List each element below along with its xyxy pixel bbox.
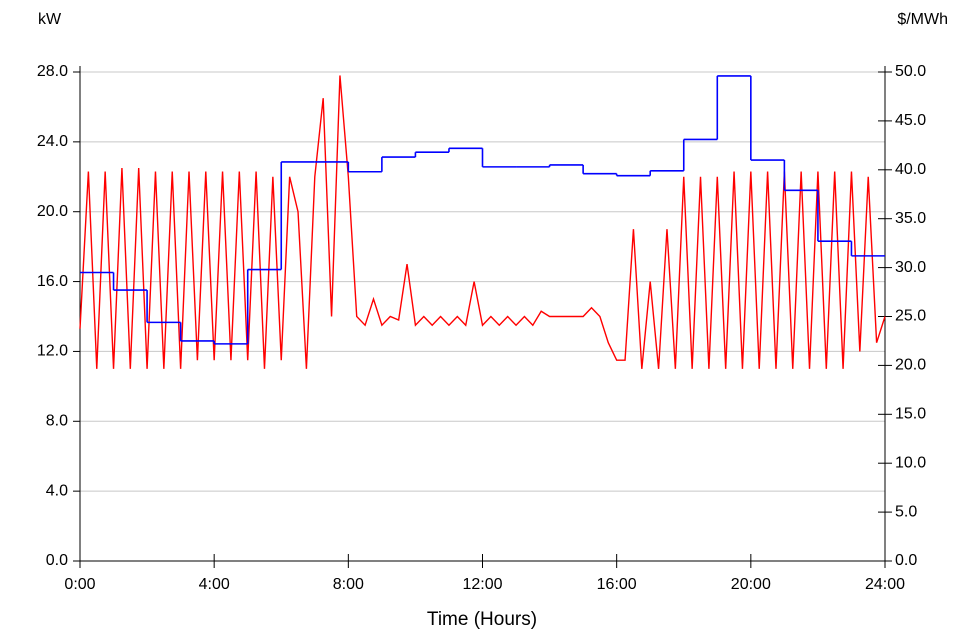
x-tick-label: 12:00 <box>462 576 502 593</box>
x-axis-label: Time (Hours) <box>427 609 537 630</box>
y-tick-label: 0.0 <box>46 552 68 569</box>
y-tick-label: 8.0 <box>46 413 68 430</box>
y-tick-label: 4.0 <box>46 482 68 499</box>
y2-tick-label: 20.0 <box>895 357 926 374</box>
y2-tick-label: 25.0 <box>895 308 926 325</box>
y2-tick-label: 50.0 <box>895 63 926 80</box>
y2-axis-label: $/MWh <box>897 11 948 28</box>
y-tick-label: 12.0 <box>37 343 68 360</box>
y-axis-label: kW <box>38 11 62 28</box>
x-tick-label: 0:00 <box>64 576 95 593</box>
x-tick-label: 24:00 <box>865 576 905 593</box>
y2-tick-label: 30.0 <box>895 259 926 276</box>
y-tick-label: 20.0 <box>37 203 68 220</box>
x-tick-label: 16:00 <box>597 576 637 593</box>
x-tick-label: 8:00 <box>333 576 364 593</box>
data-line <box>79 75 886 369</box>
x-tick-label: 20:00 <box>731 576 771 593</box>
y2-tick-label: 35.0 <box>895 210 926 227</box>
y2-tick-label: 40.0 <box>895 161 926 178</box>
y2-tick-label: 15.0 <box>895 406 926 423</box>
y-tick-label: 16.0 <box>37 273 68 290</box>
y-tick-label: 28.0 <box>37 63 68 80</box>
y2-tick-label: 0.0 <box>895 552 917 569</box>
x-tick-label: 4:00 <box>199 576 230 593</box>
y2-tick-label: 10.0 <box>895 454 926 471</box>
y2-tick-label: 5.0 <box>895 503 917 520</box>
y2-tick-label: 45.0 <box>895 112 926 129</box>
y-tick-label: 24.0 <box>37 133 68 150</box>
